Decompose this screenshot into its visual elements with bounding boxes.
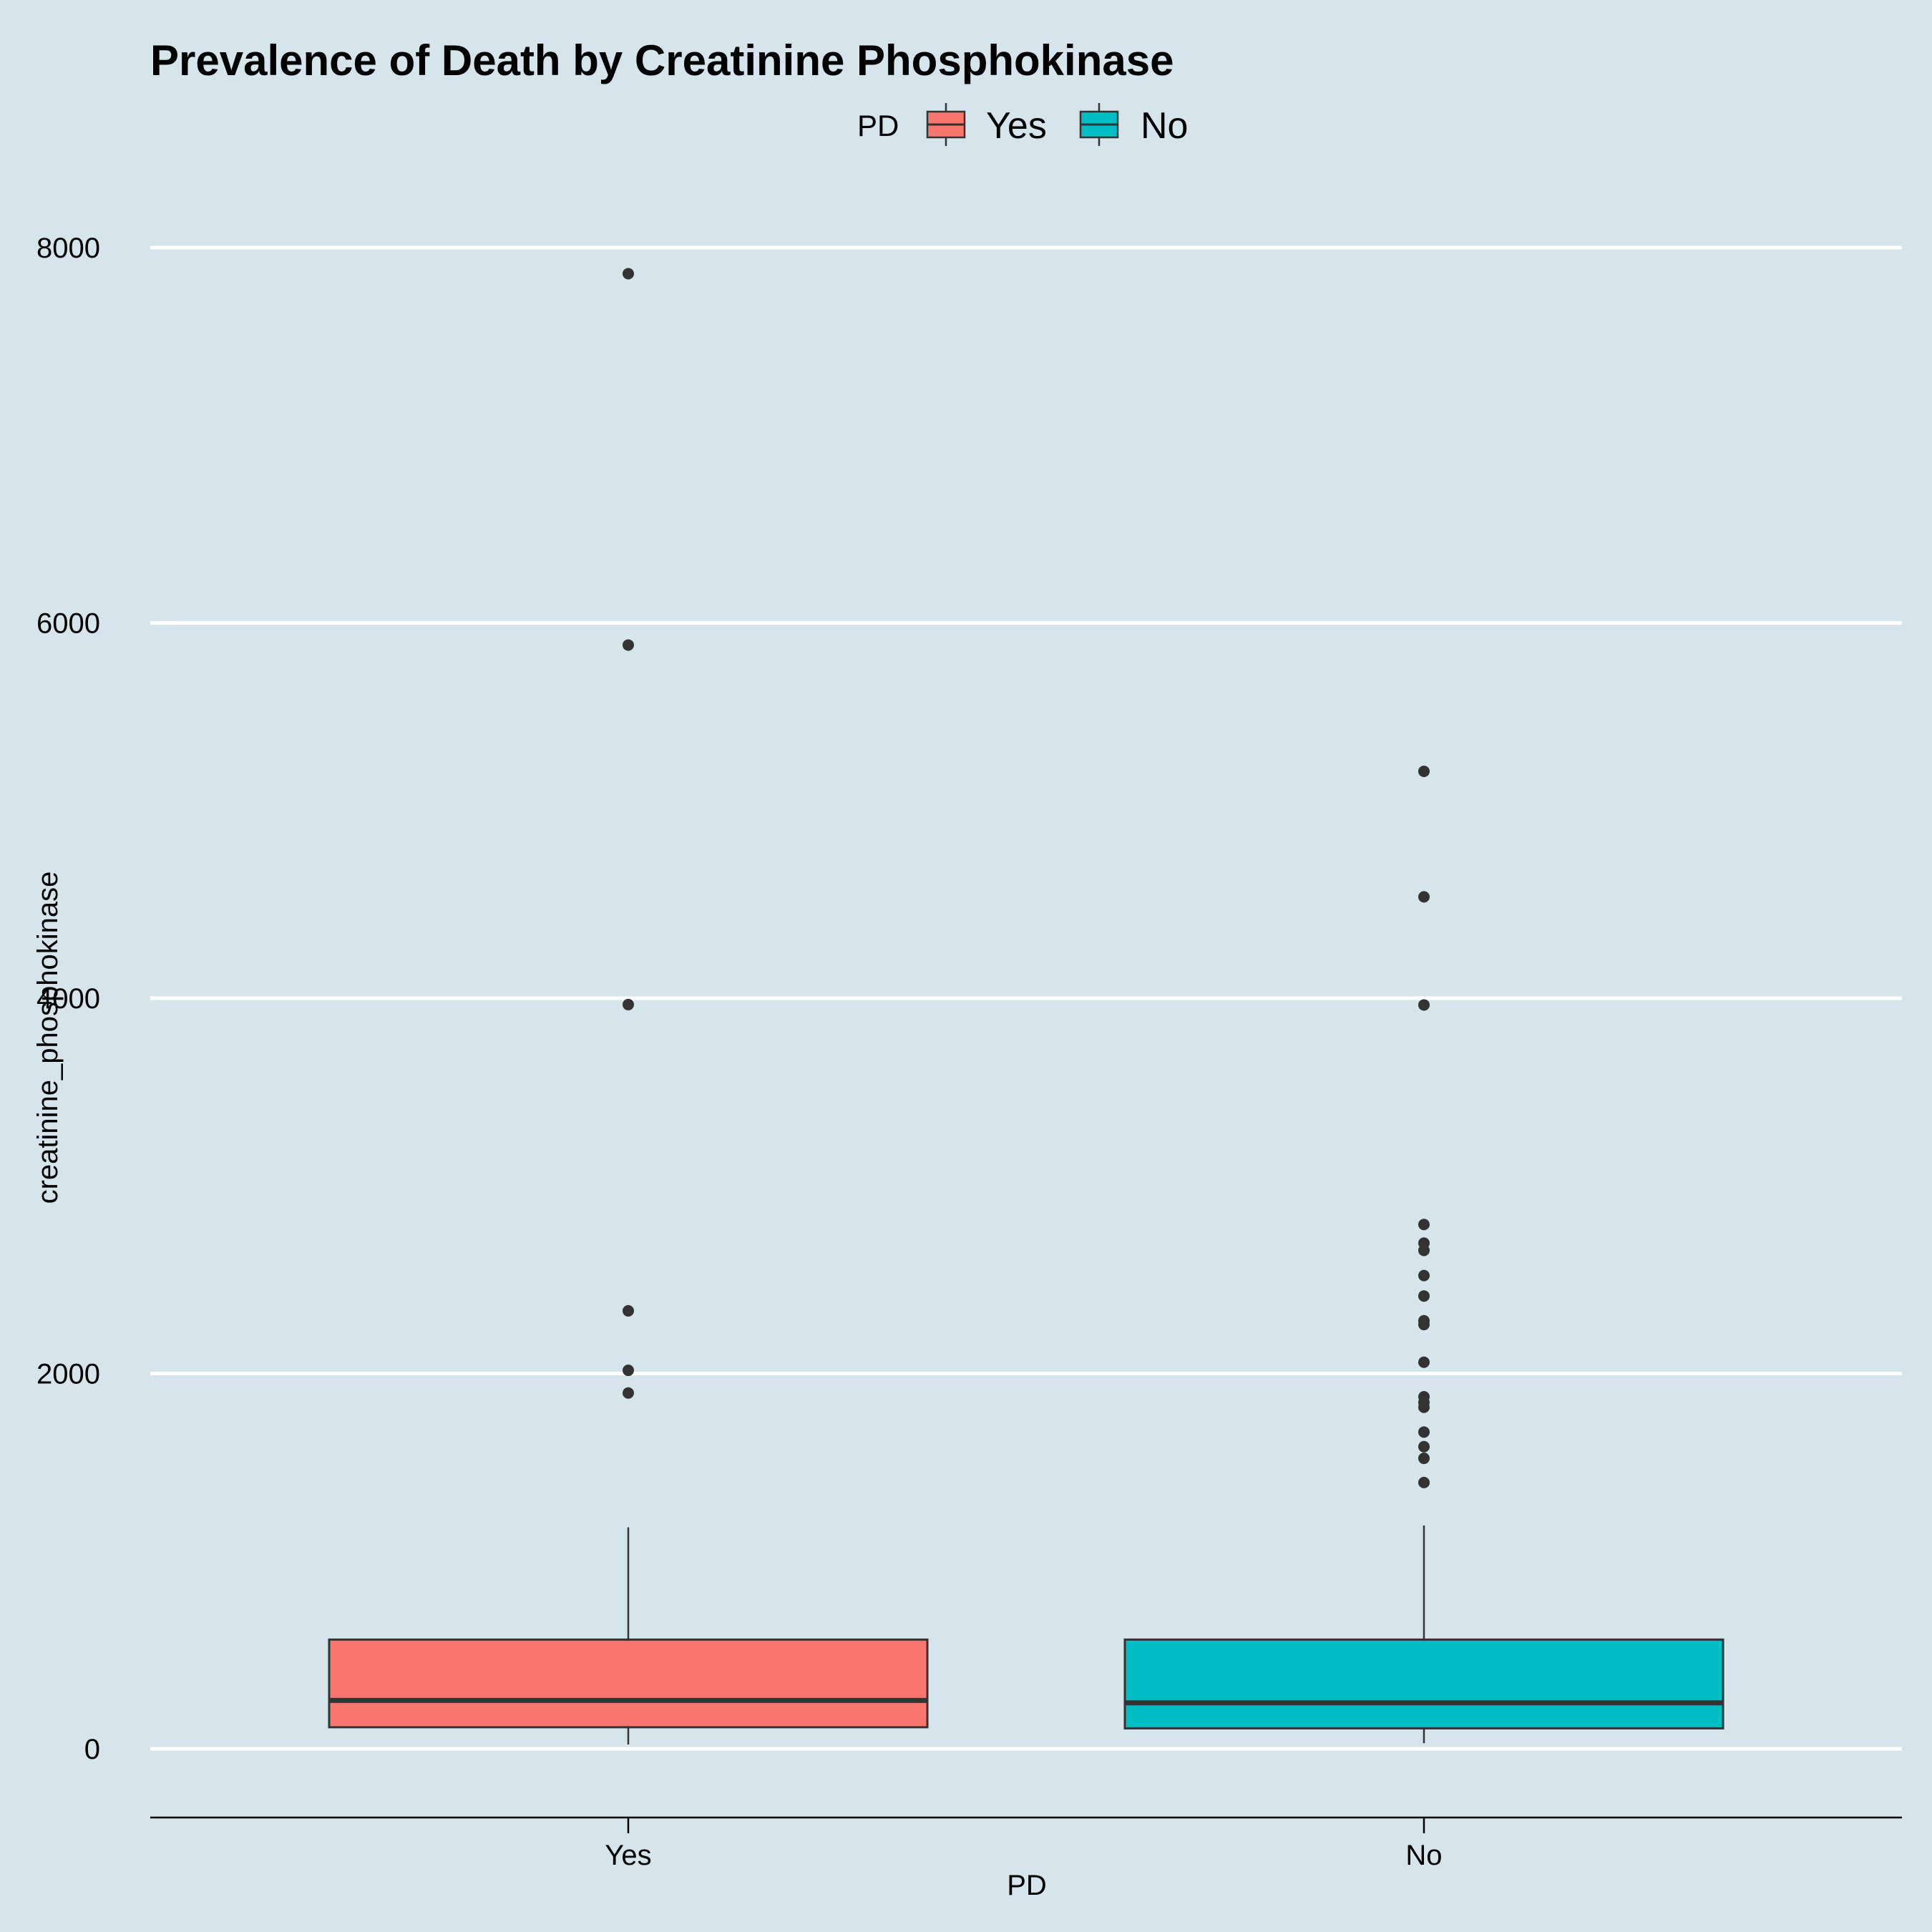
legend-title: PD: [857, 109, 899, 142]
y-axis-label: creatinine_phosphokinase: [32, 872, 64, 1204]
iqr-box-no: [1123, 1638, 1724, 1729]
legend-label-yes: Yes: [986, 105, 1047, 147]
outlier-point-yes-2: [623, 998, 634, 1010]
legend-label-no: No: [1141, 105, 1188, 147]
y-tick-label-0: 0: [84, 1734, 100, 1765]
outlier-point-no-1: [1418, 891, 1430, 903]
outlier-point-no-9: [1418, 1319, 1430, 1331]
outlier-point-no-7: [1418, 1290, 1430, 1302]
outlier-point-no-15: [1418, 1440, 1430, 1453]
chart-title: Prevalence of Death by Creatinine Phosph…: [150, 36, 1174, 84]
outlier-point-no-16: [1418, 1453, 1430, 1465]
outlier-point-no-14: [1418, 1426, 1430, 1438]
outlier-point-no-6: [1418, 1269, 1430, 1282]
boxes: [328, 268, 1724, 1745]
outlier-point-yes-5: [623, 1387, 634, 1399]
outlier-point-yes-3: [623, 1304, 634, 1317]
outlier-point-no-2: [1418, 999, 1430, 1011]
x-tick-label-yes: Yes: [605, 1840, 651, 1871]
outlier-point-no-17: [1418, 1476, 1430, 1488]
box-yes: [328, 268, 929, 1745]
legend-item-no: No: [1079, 103, 1188, 147]
outlier-point-no-0: [1418, 765, 1430, 777]
y-tick-label-8000: 8000: [36, 233, 100, 264]
box-no: [1123, 765, 1724, 1744]
outlier-point-yes-4: [623, 1365, 634, 1377]
legend: PD Yes No: [857, 103, 1188, 147]
legend-item-yes: Yes: [926, 103, 1047, 147]
outlier-point-no-13: [1418, 1401, 1430, 1413]
y-tick-label-2000: 2000: [36, 1359, 100, 1390]
x-axis-label: PD: [1007, 1870, 1047, 1901]
outlier-point-no-5: [1418, 1244, 1430, 1257]
outlier-point-no-3: [1418, 1219, 1430, 1231]
y-tick-label-6000: 6000: [36, 608, 100, 640]
axes: 0 2000 4000 6000 8000 Yes No: [36, 233, 1902, 1871]
outlier-point-no-10: [1418, 1356, 1430, 1368]
gridlines: [150, 245, 1902, 1751]
iqr-box-yes: [328, 1638, 929, 1729]
outlier-point-yes-1: [623, 639, 634, 651]
x-tick-label-no: No: [1405, 1840, 1442, 1871]
y-tick-label-4000: 4000: [36, 983, 100, 1015]
outlier-point-yes-0: [623, 268, 634, 280]
